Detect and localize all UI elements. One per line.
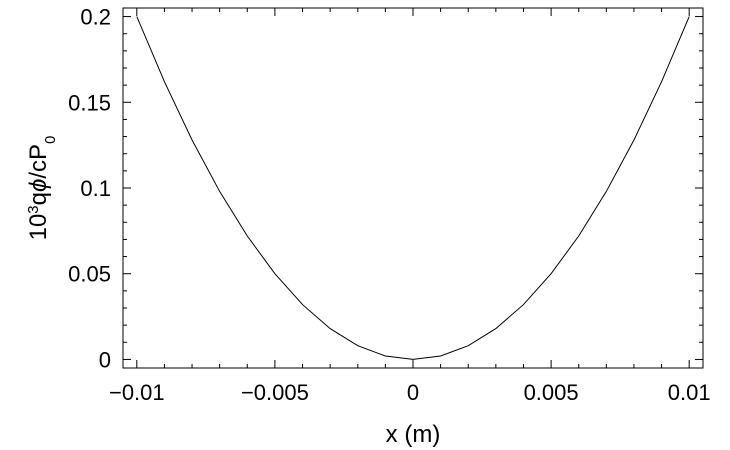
x-axis-label: x (m) (386, 421, 441, 448)
y-axis-label: 103qϕ/cP0 (25, 136, 59, 241)
x-tick-label: −0.005 (241, 380, 309, 405)
x-tick-label: 0 (407, 380, 419, 405)
y-label-exp: 3 (25, 205, 42, 213)
y-tick-label: 0.1 (80, 176, 111, 201)
ticks (123, 8, 703, 368)
y-label-after: /cP (25, 144, 52, 179)
y-tick-label: 0 (99, 347, 111, 372)
x-tick-label: 0.005 (524, 380, 579, 405)
y-label-base: 10 (25, 214, 52, 241)
x-tick-label: −0.01 (109, 380, 165, 405)
y-tick-label: 0.2 (80, 5, 111, 30)
y-label-middle: q (25, 192, 52, 205)
plot-frame (122, 7, 704, 369)
y-tick-label: 0.05 (68, 262, 111, 287)
tick-labels: −0.01 −0.005 0 0.005 0.01 0 0.05 0.1 0.15 0.2 (68, 5, 710, 405)
x-tick-label: 0.01 (668, 380, 711, 405)
y-tick-label: 0.15 (68, 90, 111, 115)
y-label-sub: 0 (42, 136, 59, 144)
series-line (136, 16, 690, 360)
y-label-phi: ϕ (25, 179, 52, 192)
